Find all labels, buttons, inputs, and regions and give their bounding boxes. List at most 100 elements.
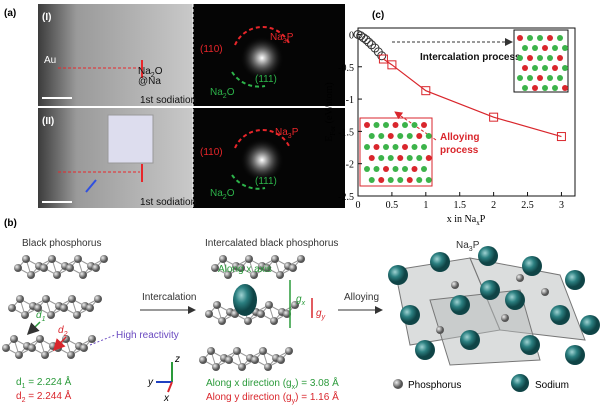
- phase-label: Na3P: [275, 127, 299, 140]
- phosphorus-atom: [276, 271, 284, 279]
- sodium-atom: [400, 305, 420, 325]
- phosphorus-atom: [34, 304, 42, 312]
- gap-label: gx: [296, 294, 306, 307]
- energy-chart: (c) x in NaxP EFor (eV/atom) Intercalati…: [324, 10, 576, 227]
- subscript: y: [292, 398, 296, 405]
- phosphorus-atom: [73, 311, 81, 319]
- phosphorus-atom: [373, 122, 380, 128]
- sodium-atom: [364, 122, 370, 128]
- text-part: Along y direction (g: [206, 392, 292, 403]
- sodium-atom: [392, 122, 399, 128]
- sodium-atom: [421, 122, 427, 128]
- subscript: 1: [22, 383, 26, 390]
- phosphorus-atom: [22, 255, 30, 263]
- phosphorus-atom: [416, 177, 423, 183]
- phosphorus-atom: [265, 301, 273, 309]
- sodium-atom: [520, 335, 540, 355]
- phosphorus-atom: [259, 347, 267, 355]
- sodium-atom: [580, 315, 600, 335]
- phosphorus-atom: [67, 351, 75, 359]
- y-tick-label: -1: [346, 95, 354, 106]
- phosphorus-atom: [219, 255, 227, 263]
- sodium-atom: [411, 166, 418, 172]
- phosphorus-atom: [517, 55, 523, 61]
- x-tick-label: 2.5: [521, 200, 534, 211]
- phosphorus-atom: [541, 288, 549, 296]
- phosphorus-atom: [8, 304, 16, 312]
- phosphorus-atom: [517, 75, 523, 81]
- phosphorus-atom: [425, 177, 432, 183]
- phosphorus-atom: [100, 255, 108, 263]
- phosphorus-atom: [36, 335, 44, 343]
- phosphorus-atom: [16, 295, 24, 303]
- text-part: d: [16, 391, 22, 402]
- legend-label: Phosphorus: [408, 380, 461, 391]
- phosphorus-atom: [562, 65, 568, 71]
- phosphorus-atom: [42, 295, 50, 303]
- sodium-atom: [562, 85, 568, 91]
- text-part: Na: [210, 87, 223, 98]
- gap-label: gy: [316, 308, 326, 321]
- subscript: 2: [223, 194, 227, 201]
- phosphorus-atom: [231, 310, 239, 318]
- phosphorus-atom: [270, 317, 278, 325]
- phosphorus-atom: [212, 363, 220, 371]
- intercalated-structure: [199, 255, 305, 371]
- text-part: g: [296, 294, 302, 305]
- text-part: Na: [275, 127, 288, 138]
- sodium-atom: [557, 55, 563, 61]
- axis-name: y: [147, 377, 154, 388]
- au-label: Au: [44, 55, 56, 66]
- phosphorus-atom: [251, 356, 259, 364]
- legend-swatch: [393, 379, 403, 389]
- legend-swatch: [511, 374, 529, 392]
- axis-name: x: [163, 393, 170, 404]
- phosphorus-atom: [250, 271, 258, 279]
- phosphorus-atom: [368, 177, 375, 183]
- sodium-atom: [480, 280, 500, 300]
- phosphorus-atom: [41, 351, 49, 359]
- sodium-atom: [425, 155, 432, 161]
- sodium-atom: [373, 144, 380, 150]
- phosphorus-atom: [218, 317, 226, 325]
- y-tick-label: -1.5: [338, 127, 354, 138]
- plot-frame: [357, 27, 576, 197]
- subscript: 3: [288, 133, 292, 140]
- phosphorus-atom: [397, 133, 404, 139]
- phosphorus-atom: [387, 177, 394, 183]
- x-tick-label: 0: [356, 200, 361, 211]
- sodium-atom: [517, 35, 523, 41]
- data-point: [367, 40, 377, 50]
- ring-label: (110): [200, 44, 223, 55]
- data-point: [556, 132, 566, 142]
- sodium-atom: [402, 144, 408, 150]
- phosphorus-atom: [94, 295, 102, 303]
- data-point: [358, 33, 368, 43]
- phosphorus-atom: [225, 356, 233, 364]
- subscript: For: [329, 125, 337, 135]
- phosphorus-atom: [92, 264, 100, 272]
- legend-label: Sodium: [535, 380, 569, 391]
- phosphorus-atom: [68, 295, 76, 303]
- sodium-atom: [406, 177, 413, 183]
- y-tick-label: -2: [346, 160, 354, 171]
- phosphorus-atom: [542, 85, 548, 91]
- data-point: [387, 60, 397, 70]
- phosphorus-atom: [257, 310, 265, 318]
- phosphorus-atom: [53, 271, 61, 279]
- phosphorus-atom: [397, 177, 404, 183]
- phosphorus-atom: [532, 65, 538, 71]
- diffraction-center: [240, 36, 284, 80]
- phosphorus-atom: [516, 274, 524, 282]
- sodium-atom: [527, 55, 533, 61]
- lattice-inset: [107, 114, 154, 164]
- sodium-atom: [552, 65, 558, 71]
- phosphorus-atom: [411, 144, 418, 150]
- y-tick-label: 0: [349, 30, 354, 41]
- sodiation-label: 1st sodiation: [140, 197, 196, 208]
- sodium-atom: [478, 246, 498, 266]
- subscript: 2: [223, 93, 227, 100]
- phosphorus-atom: [406, 155, 413, 161]
- phosphorus-atom: [14, 264, 22, 272]
